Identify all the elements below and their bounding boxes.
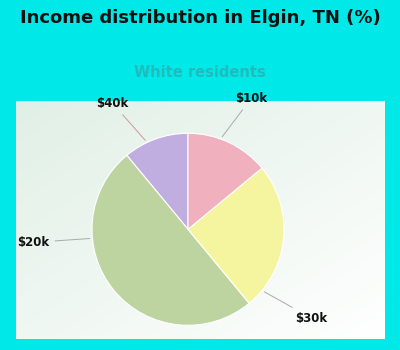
Text: White residents: White residents <box>134 65 266 80</box>
Wedge shape <box>92 155 249 325</box>
Text: $30k: $30k <box>264 292 327 324</box>
Text: Income distribution in Elgin, TN (%): Income distribution in Elgin, TN (%) <box>20 9 380 27</box>
Wedge shape <box>127 133 188 229</box>
Wedge shape <box>188 168 284 303</box>
Text: $20k: $20k <box>17 236 90 249</box>
Text: $40k: $40k <box>96 97 145 140</box>
Wedge shape <box>188 133 262 229</box>
Text: $10k: $10k <box>222 92 267 137</box>
